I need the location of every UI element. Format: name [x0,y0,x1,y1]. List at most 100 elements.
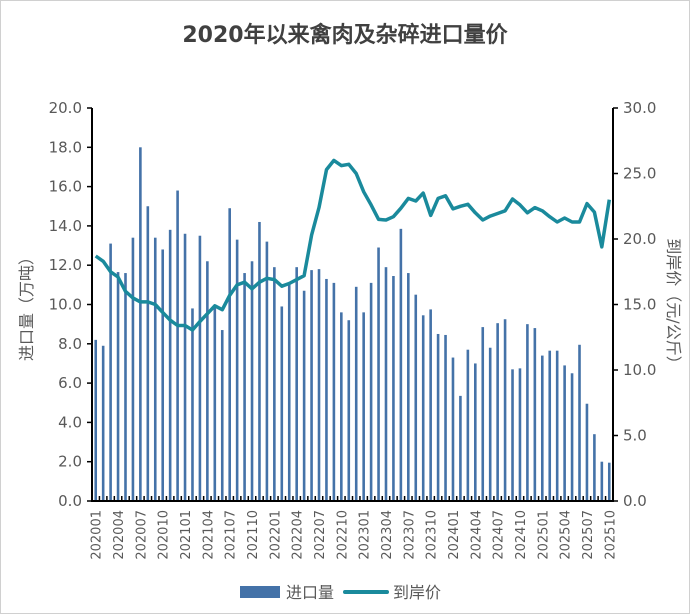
right-tick-label: 15.0 [623,296,656,314]
x-ticks: 202001 202004 202007 202010 202101 202104 2021… [90,510,619,560]
bar-202210 [340,312,343,501]
x-tick-label: 202401 [447,510,462,560]
bar-202408 [503,319,507,501]
bar-202104 [206,261,209,501]
bars-series [94,147,611,502]
bar-202412 [533,328,537,501]
bar-202405 [481,327,485,501]
bar-202411 [526,324,529,501]
left-tick-label: 18.0 [49,138,82,156]
price-line [94,158,612,332]
bar-202002 [101,345,105,501]
bar-202010 [161,249,165,501]
bar-202004 [116,272,120,501]
bar-202106 [220,330,224,501]
bar-202406 [488,347,492,501]
bar-202205 [302,290,306,501]
left-tick-label: 16.0 [49,178,82,196]
right-tick-label: 25.0 [623,165,656,183]
x-tick-label: 202001 [90,510,105,560]
bar-202402 [459,395,462,501]
x-tick-label: 202501 [536,510,551,560]
bar-202410 [518,368,522,501]
bar-202301 [362,312,365,501]
left-tick-label: 12.0 [49,256,82,274]
bar-202502 [548,350,552,501]
left-y-ticks: 0.0 2.0 4.0 6.0 8.0 10.0 12.0 14.0 16.0 18.0 20.0 [49,99,92,510]
bar-202504 [563,365,566,501]
bar-202204 [295,267,298,501]
bar-202008 [146,206,150,501]
left-tick-label: 8.0 [58,335,82,353]
legend-bar-label: 进口量 [286,583,334,602]
x-tick-label: 202101 [179,510,194,560]
x-tick-label: 202307 [402,510,417,560]
left-tick-label: 20.0 [49,99,82,117]
bar-202507 [585,403,589,501]
bar-202207 [317,269,321,501]
x-tick-label: 202204 [291,510,306,560]
bar-202208 [325,278,328,501]
x-tick-label: 202304 [380,510,395,560]
x-tick-label: 202507 [581,510,596,560]
bar-202103 [198,235,202,501]
right-tick-label: 10.0 [623,361,656,379]
bar-202110 [250,261,254,501]
bar-202303 [377,247,380,501]
bar-202101 [183,233,187,501]
x-tick-label: 202004 [112,510,127,560]
bar-202102 [191,308,194,501]
line-series [94,158,612,332]
bar-202006 [131,237,135,501]
bar-202211 [347,320,351,501]
bar-202403 [466,349,470,501]
bar-202306 [399,228,403,501]
bar-202212 [354,286,358,501]
bar-202107 [228,208,231,501]
bar-202011 [168,229,172,501]
x-tick-label: 202310 [425,510,440,560]
legend-bar-swatch [240,586,280,598]
bar-202505 [570,373,574,501]
bar-202003 [109,243,112,501]
left-axis-label: 进口量（万吨） [17,249,36,361]
bar-202310 [429,309,432,501]
x-tick-label: 202201 [268,510,283,560]
bar-202308 [414,294,418,501]
bar-202203 [287,282,291,501]
left-tick-label: 14.0 [49,217,82,235]
x-tick-label: 202301 [358,510,373,560]
left-tick-label: 0.0 [58,492,82,510]
x-tick-label: 202407 [492,510,507,560]
bar-202109 [243,273,246,501]
bar-202509 [600,461,604,501]
right-axis-label: 到岸价（元/公斤） [664,238,683,371]
x-tick-label: 202104 [201,510,216,560]
left-tick-label: 10.0 [49,296,82,314]
bar-202009 [153,237,157,501]
bar-202209 [332,282,336,501]
bar-202510 [607,462,611,501]
bar-202307 [407,273,410,501]
x-tick-label: 202010 [157,510,172,560]
right-tick-label: 5.0 [623,427,647,445]
bar-202202 [280,306,284,501]
bar-202401 [451,357,455,501]
bar-202105 [213,304,217,501]
bar-202007 [139,147,142,502]
x-tick-label: 202404 [469,510,484,560]
bar-202305 [392,276,395,501]
bar-202404 [474,363,477,501]
bar-202001 [94,339,98,501]
bar-202312 [444,334,447,501]
bar-202206 [310,270,313,501]
legend-line-label: 到岸价 [393,583,441,602]
x-tick-label: 202007 [134,510,149,560]
bar-202012 [176,190,179,501]
left-tick-label: 6.0 [58,374,82,392]
bar-202304 [384,267,388,501]
bar-202108 [235,239,239,501]
x-tick-label: 202410 [514,510,529,560]
x-tick-label: 202207 [313,510,328,560]
right-tick-label: 20.0 [623,230,656,248]
